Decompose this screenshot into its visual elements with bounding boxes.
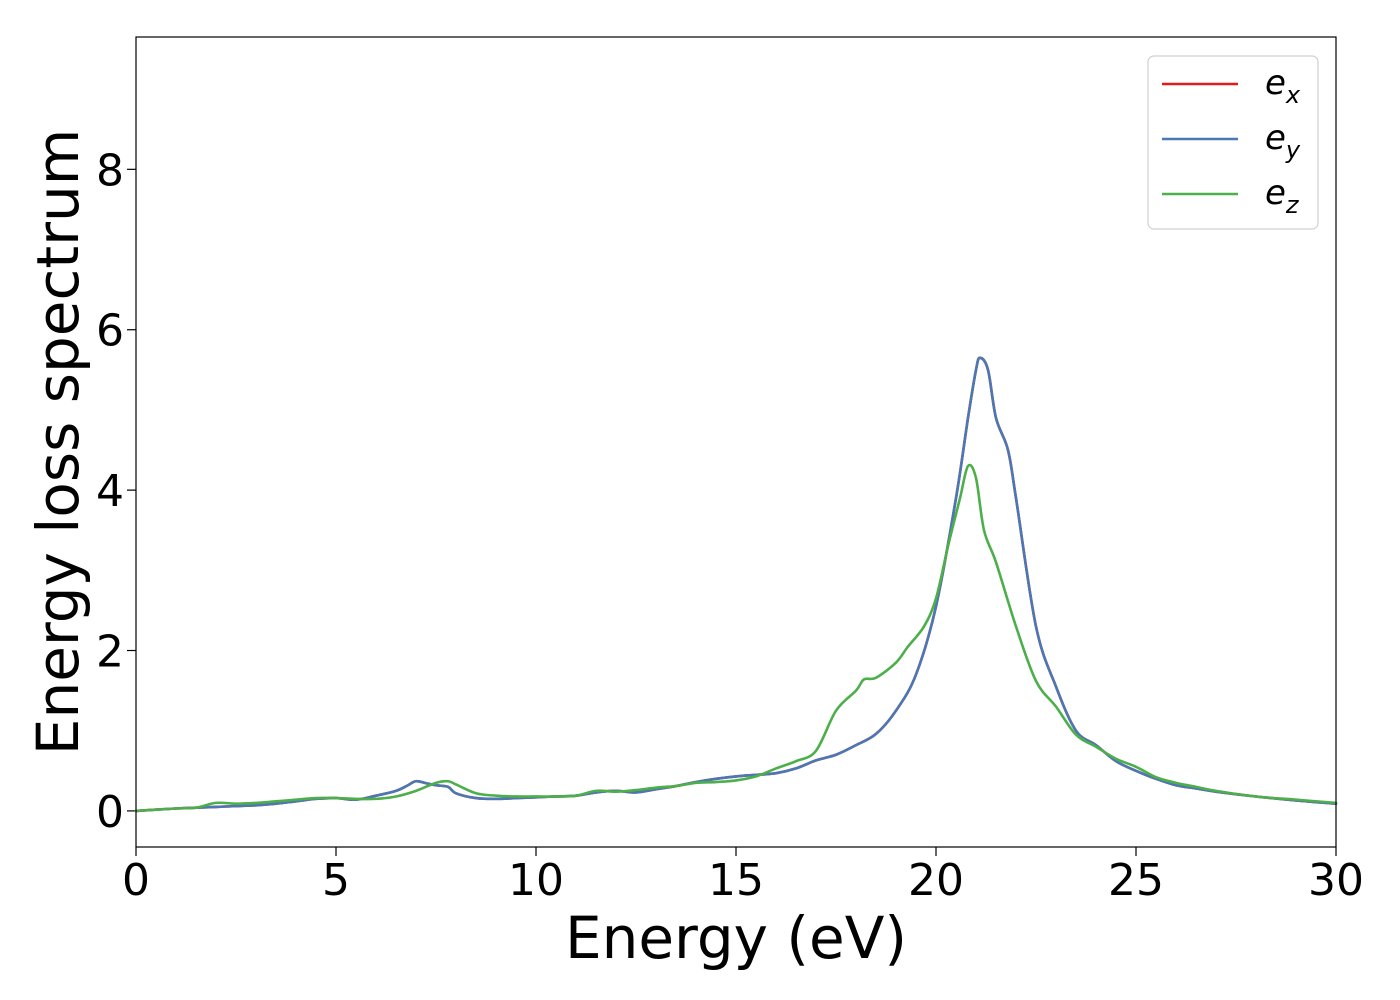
legend-label-e-x: ex [1265,63,1301,109]
y-tick-label: 8 [96,145,124,196]
x-tick-label: 25 [1108,855,1164,906]
x-axis-ticks: 0 5 10 15 20 25 30 [122,847,1364,906]
y-tick-label: 4 [96,466,124,517]
legend-label-e-y: ey [1265,118,1301,164]
series-lines [134,356,1338,813]
x-axis-title: Energy (eV) [565,904,907,972]
y-tick-label: 2 [96,627,124,678]
y-tick-label: 0 [96,787,124,838]
plot-area-frame [135,36,1337,848]
legend: ex ey ez [1147,55,1319,230]
x-tick-label: 15 [708,855,764,906]
y-axis-ticks: 0 2 4 6 8 [96,145,136,838]
y-tick-label: 6 [96,306,124,357]
x-tick-label: 20 [908,855,964,906]
x-tick-label: 5 [322,855,350,906]
series-line-e-y [134,356,1338,813]
series-line-e-z [134,463,1338,813]
legend-box [1147,55,1319,230]
x-tick-label: 10 [508,855,564,906]
legend-label-e-z: ez [1265,173,1300,219]
y-axis-title: Energy loss spectrum [24,129,92,755]
x-tick-label: 0 [122,855,150,906]
x-tick-label: 30 [1308,855,1364,906]
